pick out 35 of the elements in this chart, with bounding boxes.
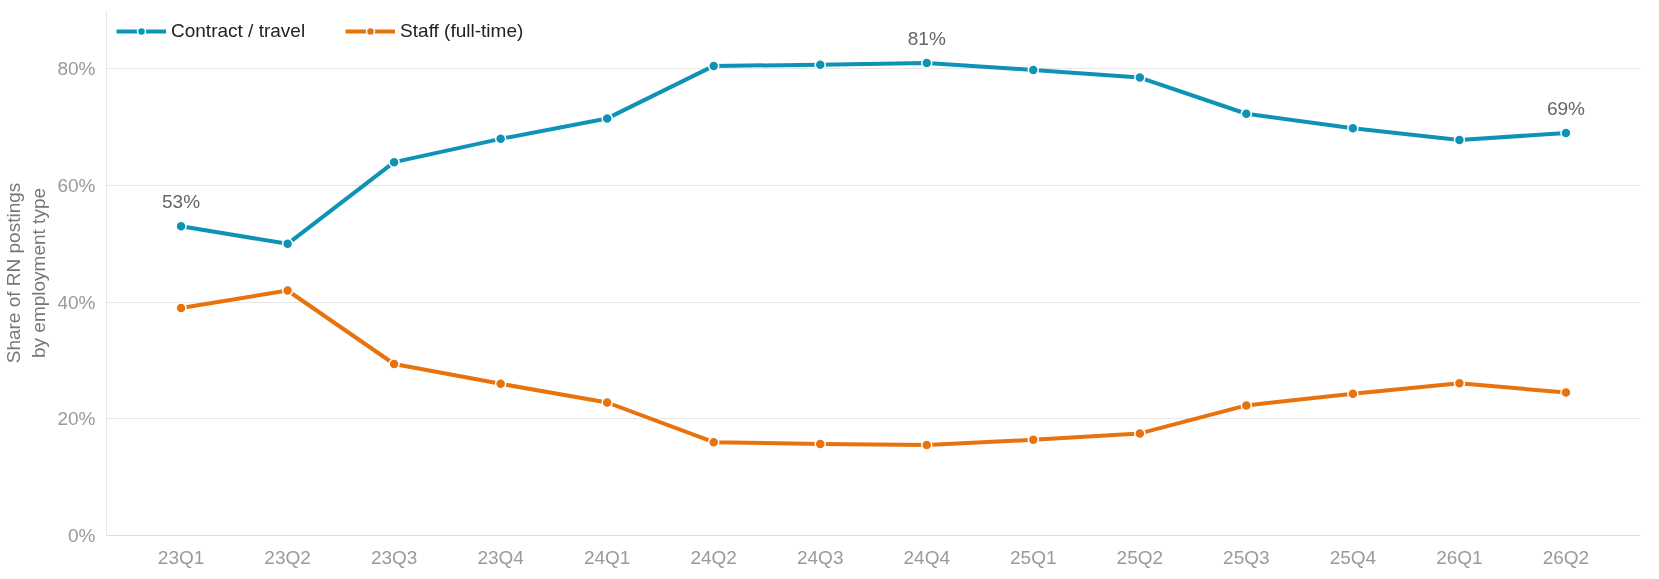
point (1560, 127, 1572, 139)
point (707, 60, 720, 72)
x-tick-label: 23Q3 (370, 546, 418, 568)
y-tick-label: 0% (68, 525, 96, 546)
x-tick-label: 25Q2 (1116, 546, 1164, 568)
point (281, 284, 294, 297)
point (388, 358, 400, 370)
y-tick-label: 40% (57, 291, 96, 313)
annotation: 69% (1546, 98, 1586, 119)
point (814, 438, 826, 450)
x-tick-label: 23Q2 (264, 546, 311, 568)
annotation: 81% (907, 28, 946, 49)
x-tick-label: 25Q1 (1010, 546, 1057, 568)
annotation: 53% (162, 191, 201, 213)
x-tick-label: 23Q4 (477, 546, 525, 568)
point (1027, 64, 1040, 76)
x-tick-label: 24Q3 (797, 546, 844, 568)
x-tick-label: 26Q2 (1542, 546, 1590, 568)
point (1453, 134, 1466, 146)
y-tick-label: 60% (57, 175, 96, 196)
x-tick-label: 26Q1 (1436, 546, 1483, 568)
point (175, 302, 187, 314)
y-axis-title: Share of RN postings by employment type (3, 182, 50, 364)
x-tick-label: 24Q2 (690, 546, 737, 568)
point (921, 439, 933, 451)
y-tick-label: 20% (57, 408, 96, 430)
legend-label: Staff (full-time) (400, 20, 524, 42)
y-tick-label: 80% (57, 58, 96, 80)
x-tick-label: 25Q3 (1223, 546, 1270, 568)
x-tick-label: 25Q4 (1329, 546, 1377, 568)
x-tick-label: 24Q4 (903, 546, 951, 568)
x-tick-label: 23Q1 (157, 546, 205, 568)
point (921, 57, 933, 69)
x-tick-label: 24Q1 (583, 546, 631, 568)
legend-label: Contract / travel (171, 20, 306, 42)
